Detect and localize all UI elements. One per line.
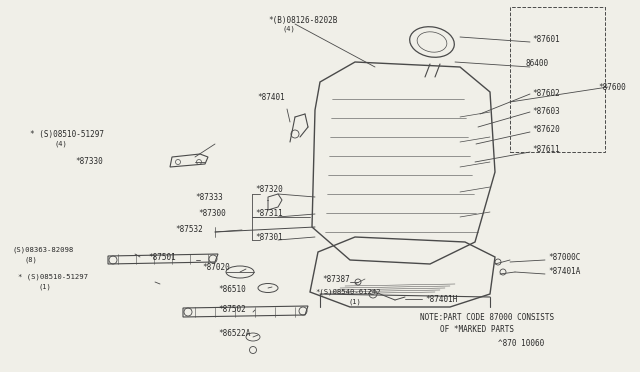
Text: *87000C: *87000C bbox=[548, 253, 580, 263]
Text: *87620: *87620 bbox=[532, 125, 560, 135]
Text: *87401H: *87401H bbox=[425, 295, 458, 304]
Text: (1): (1) bbox=[38, 284, 51, 290]
Text: ^870 10060: ^870 10060 bbox=[498, 340, 544, 349]
Text: 86400: 86400 bbox=[525, 60, 548, 68]
Text: *87501: *87501 bbox=[148, 253, 176, 262]
Text: *87020: *87020 bbox=[202, 263, 230, 272]
Text: *(S)08540-61242: *(S)08540-61242 bbox=[315, 289, 381, 295]
Text: (4): (4) bbox=[55, 141, 68, 147]
Text: *87611: *87611 bbox=[532, 145, 560, 154]
Text: *86522A: *86522A bbox=[218, 330, 250, 339]
Text: *87300: *87300 bbox=[198, 209, 226, 218]
Text: (8): (8) bbox=[25, 257, 38, 263]
Text: *87333: *87333 bbox=[195, 192, 223, 202]
Bar bbox=[510, 7, 605, 152]
Text: (1): (1) bbox=[348, 299, 361, 305]
Text: *87301: *87301 bbox=[255, 232, 283, 241]
Text: *87311: *87311 bbox=[255, 209, 283, 218]
Text: *87401: *87401 bbox=[257, 93, 285, 102]
Text: *87401A: *87401A bbox=[548, 267, 580, 276]
Text: *87600: *87600 bbox=[598, 83, 626, 92]
Text: (S)08363-82098: (S)08363-82098 bbox=[12, 247, 73, 253]
Text: *87602: *87602 bbox=[532, 90, 560, 99]
Text: *87601: *87601 bbox=[532, 35, 560, 45]
Text: OF *MARKED PARTS: OF *MARKED PARTS bbox=[440, 326, 514, 334]
Text: *87320: *87320 bbox=[255, 186, 283, 195]
Text: * (S)08510-51297: * (S)08510-51297 bbox=[30, 129, 104, 138]
Text: *86510: *86510 bbox=[218, 285, 246, 295]
Text: *87387: *87387 bbox=[322, 275, 349, 283]
Text: *87603: *87603 bbox=[532, 108, 560, 116]
Text: (4): (4) bbox=[283, 26, 296, 32]
Text: *87502: *87502 bbox=[218, 305, 246, 314]
Text: *87532: *87532 bbox=[175, 225, 203, 234]
Text: NOTE:PART CODE 87000 CONSISTS: NOTE:PART CODE 87000 CONSISTS bbox=[420, 312, 554, 321]
Text: *(B)08126-8202B: *(B)08126-8202B bbox=[268, 16, 337, 25]
Text: * (S)08510-51297: * (S)08510-51297 bbox=[18, 274, 88, 280]
Text: *87330: *87330 bbox=[75, 157, 103, 167]
